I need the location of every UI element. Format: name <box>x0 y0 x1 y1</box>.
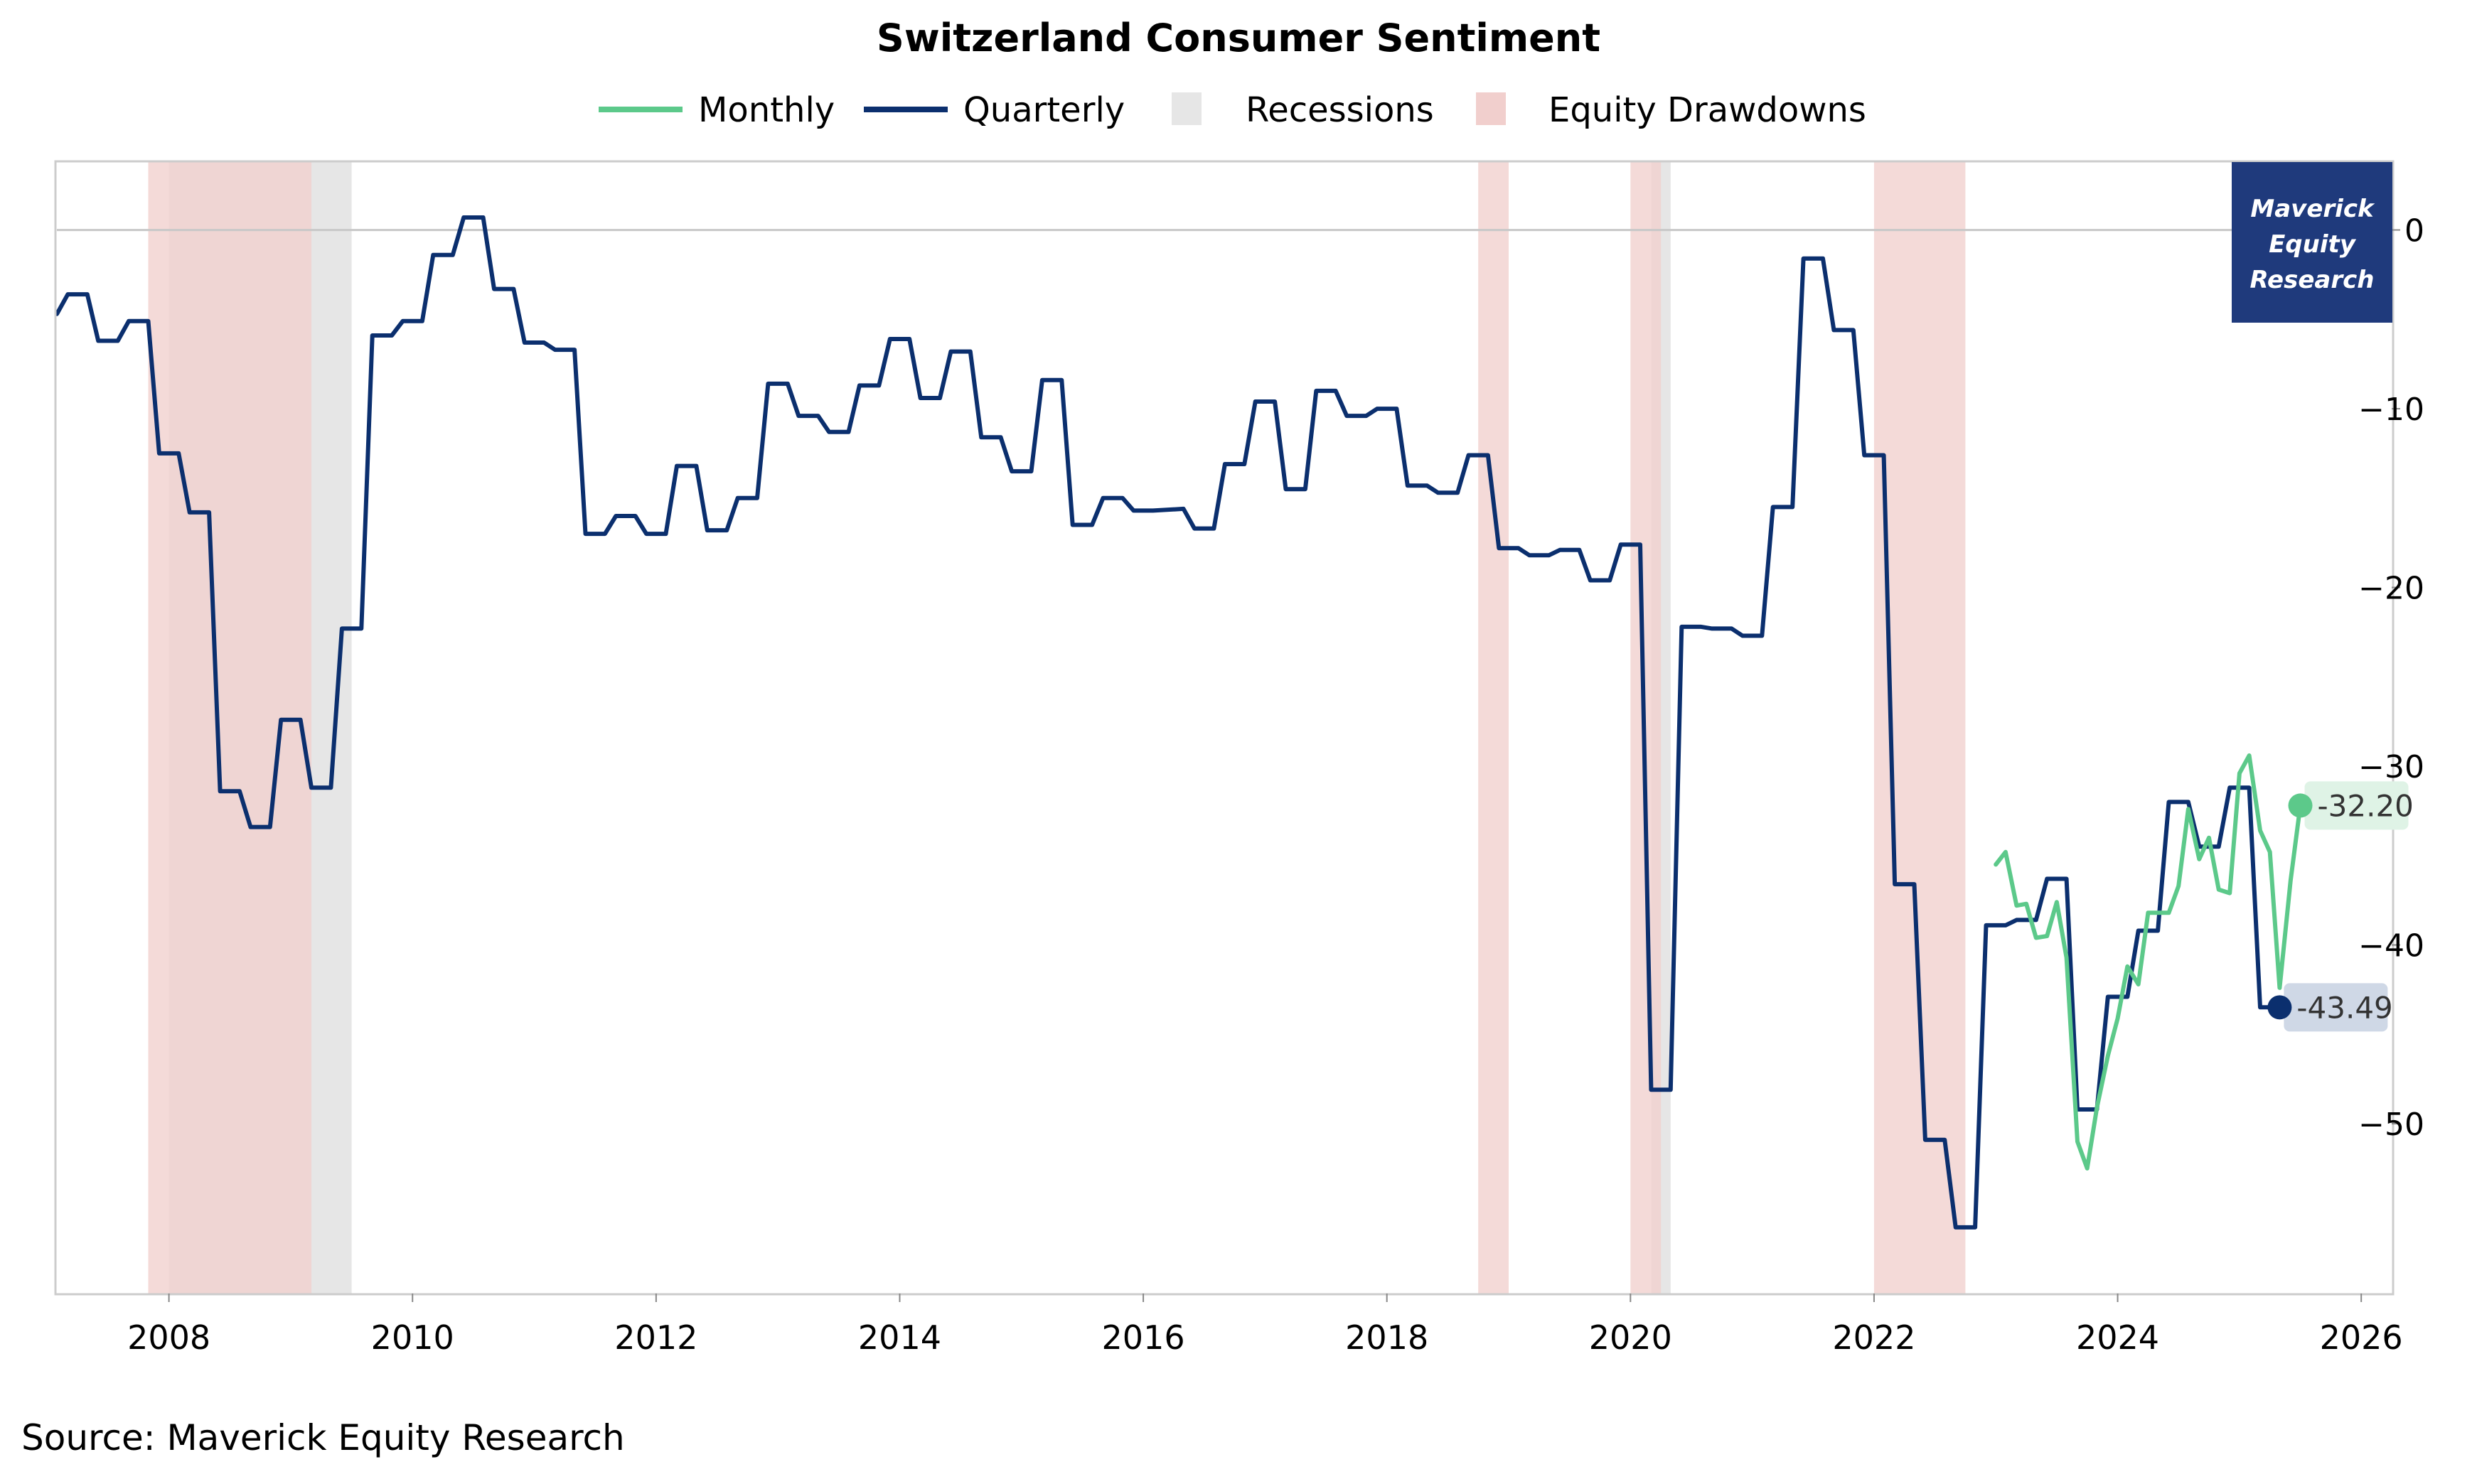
last-value-badge-monthly <box>2304 781 2409 830</box>
last-value-marker-quarterly <box>2267 995 2292 1020</box>
x-tick-label-2012: 2012 <box>614 1318 697 1357</box>
legend: Monthly Quarterly Recessions Equity Draw… <box>599 90 1866 130</box>
y-tick-label--50: −50 <box>2358 1107 2424 1143</box>
y-tick-label--30: −30 <box>2358 749 2424 785</box>
x-tick-label-2026: 2026 <box>2320 1318 2403 1357</box>
x-tick-label-2008: 2008 <box>127 1318 210 1357</box>
watermark-background <box>2232 162 2392 323</box>
series-line-monthly <box>1994 753 2303 1171</box>
y-tick-label--20: −20 <box>2358 571 2424 607</box>
equity-drawdown-bands <box>148 162 1966 1294</box>
series-line-quarterly <box>55 215 2282 1230</box>
last-value-markers: -43.49 -32.20 <box>2267 781 2414 1032</box>
legend-swatch-recessions <box>1172 92 1202 125</box>
legend-label-quarterly: Quarterly <box>963 90 1125 130</box>
y-tick-label--10: −10 <box>2358 392 2424 428</box>
x-axis: 2008 2010 2012 2014 2016 2018 2020 2022 2024 2026 <box>127 1294 2403 1357</box>
legend-item-recessions: Recessions <box>1172 90 1434 130</box>
watermark-line-3: Research <box>2250 266 2375 294</box>
legend-item-monthly: Monthly <box>599 90 835 130</box>
x-tick-label-2016: 2016 <box>1102 1318 1185 1357</box>
x-tick-label-2020: 2020 <box>1589 1318 1672 1357</box>
x-tick-label-2022: 2022 <box>1832 1318 1915 1357</box>
x-tick-label-2014: 2014 <box>858 1318 941 1357</box>
legend-label-monthly: Monthly <box>698 90 835 130</box>
x-tick-label-2010: 2010 <box>371 1318 454 1357</box>
last-value-label-monthly: -32.20 <box>2318 788 2414 823</box>
y-axis: 0 −10 −20 −30 −40 −50 <box>2358 213 2424 1144</box>
watermark-line-2: Equity <box>2269 230 2357 259</box>
watermark-line-1: Maverick <box>2250 195 2375 223</box>
legend-item-equity-drawdowns: Equity Drawdowns <box>1476 90 1866 130</box>
last-value-label-quarterly: -43.49 <box>2296 990 2392 1025</box>
watermark-box: Maverick Equity Research <box>2232 162 2392 323</box>
equity-drawdown-band-1 <box>1478 162 1509 1294</box>
x-tick-label-2018: 2018 <box>1345 1318 1428 1357</box>
last-value-marker-monthly <box>2288 793 2313 818</box>
legend-label-recessions: Recessions <box>1246 90 1434 130</box>
last-value-badge-quarterly <box>2284 983 2388 1032</box>
y-tick-label--40: −40 <box>2358 928 2424 964</box>
legend-label-equity-drawdowns: Equity Drawdowns <box>1548 90 1866 130</box>
legend-swatch-equity-drawdowns <box>1476 92 1506 125</box>
equity-drawdown-band-0 <box>148 162 312 1294</box>
legend-item-quarterly: Quarterly <box>864 90 1125 130</box>
plot-frame <box>54 160 2395 1296</box>
source-note: Source: Maverick Equity Research <box>21 1417 625 1458</box>
equity-drawdown-band-3 <box>1873 162 1966 1294</box>
y-tick-label-0: 0 <box>2404 213 2424 249</box>
series-lines <box>55 215 2303 1230</box>
x-tick-label-2024: 2024 <box>2076 1318 2159 1357</box>
chart-title: Switzerland Consumer Sentiment <box>877 16 1600 60</box>
